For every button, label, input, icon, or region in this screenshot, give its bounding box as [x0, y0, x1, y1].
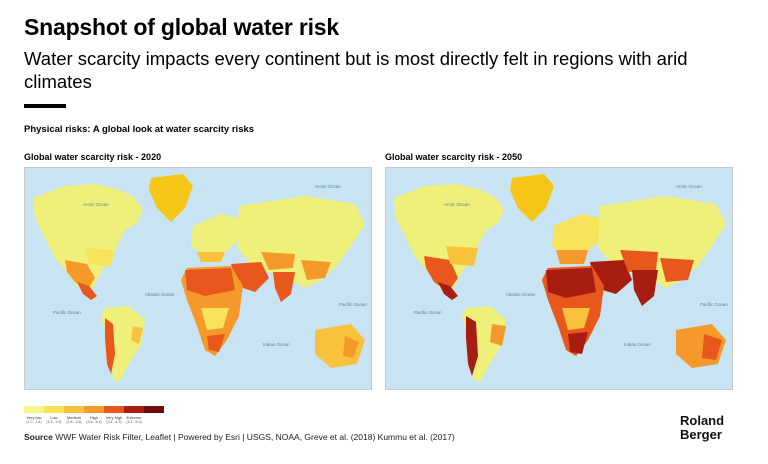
ocean-label: Pacific Ocean [339, 302, 367, 307]
legend-item: Very high (3.4 - 4.2) [104, 406, 124, 424]
legend-item: Very low (1.0 - 1.4) [24, 406, 44, 424]
map-2050[interactable]: Arctic Ocean Arctic Ocean Atlantic Ocean… [385, 167, 733, 390]
source-line: Source WWF Water Risk Filter, Leaflet | … [24, 432, 455, 442]
north-america [33, 184, 143, 294]
central-asia-risk [620, 250, 658, 272]
ocean-label: Arctic Ocean [315, 184, 341, 189]
legend-item: Extreme (4.2 - 5.0) [124, 406, 144, 424]
central-asia-risk [261, 252, 295, 270]
legend-item: Medium (1.8 - 2.6) [64, 406, 84, 424]
legend-range: (1.0 - 1.4) [26, 420, 42, 424]
legend-swatch [124, 406, 144, 413]
australia-east-risk [702, 334, 722, 360]
risk-legend: Very low (1.0 - 1.4) Low (1.4 - 1.8) Med… [24, 406, 164, 424]
ocean-label: Pacific Ocean [414, 310, 442, 315]
us-plains [446, 246, 478, 266]
ocean-label: Arctic Ocean [676, 184, 702, 189]
legend-range: (1.4 - 1.8) [46, 420, 62, 424]
legend-swatch [64, 406, 84, 413]
legend-label: Very high [105, 415, 123, 420]
legend-label: Medium [66, 415, 82, 420]
ocean-label: Atlantic Ocean [145, 292, 175, 297]
ocean-label: Atlantic Ocean [506, 292, 536, 297]
map-2020[interactable]: Arctic Ocean Arctic Ocean Atlantic Ocean… [24, 167, 372, 390]
sahara-risk [185, 268, 235, 296]
ocean-label: Pacific Ocean [700, 302, 728, 307]
legend-label: Very low [26, 415, 42, 420]
europe-south-risk [556, 250, 588, 264]
mexico-risk [438, 282, 458, 300]
south-africa-risk [568, 332, 588, 354]
legend-item: High (2.6 - 3.4) [84, 406, 104, 424]
legend-item: Low (1.4 - 1.8) [44, 406, 64, 424]
central-africa [562, 308, 590, 330]
source-text: WWF Water Risk Filter, Leaflet | Powered… [52, 432, 455, 442]
australia-east-risk [343, 336, 359, 358]
europe [191, 214, 245, 256]
legend-label: Low [50, 415, 58, 420]
sahara-risk [546, 268, 596, 298]
ocean-label: Indian Ocean [624, 342, 651, 347]
legend-range: (4.2 - 5.0) [126, 420, 142, 424]
ocean-label: Pacific Ocean [53, 310, 81, 315]
section-label: Physical risks: A global look at water s… [24, 124, 255, 135]
south-africa-risk [207, 334, 225, 352]
map-title-2020: Global water scarcity risk - 2020 [24, 152, 162, 162]
europe [552, 214, 606, 256]
greenland [149, 174, 193, 222]
india-risk [632, 270, 658, 306]
brazil-east-risk [490, 324, 506, 346]
greenland [510, 174, 554, 222]
legend-swatch [104, 406, 124, 413]
page-title: Snapshot of global water risk [24, 14, 339, 40]
us-plains [85, 248, 115, 266]
brand-line2: Berger [680, 427, 722, 442]
ocean-label: Indian Ocean [263, 342, 290, 347]
us-southwest-risk [424, 256, 458, 292]
ocean-label: Arctic Ocean [83, 202, 109, 207]
legend-range: (2.6 - 3.4) [86, 420, 102, 424]
china-risk [660, 258, 694, 282]
legend-swatch [84, 406, 104, 413]
legend-range: (1.8 - 2.6) [66, 420, 82, 424]
south-america-west-risk [466, 316, 478, 376]
south-america-west-risk [105, 318, 115, 374]
world-map-2020: Arctic Ocean Arctic Ocean Atlantic Ocean… [25, 168, 371, 389]
page-subtitle: Water scarcity impacts every continent b… [24, 48, 688, 92]
north-america [394, 184, 504, 294]
brand-logo: Roland Berger [680, 414, 724, 442]
mexico-risk [77, 282, 97, 300]
us-southwest-risk [65, 260, 95, 290]
legend-label: Extreme [126, 415, 142, 420]
legend-item [144, 406, 164, 424]
legend-swatch [144, 406, 164, 413]
world-map-2050: Arctic Ocean Arctic Ocean Atlantic Ocean… [386, 168, 732, 389]
europe-south-risk [197, 252, 225, 262]
legend-range: (3.4 - 4.2) [106, 420, 122, 424]
brazil-east-risk [131, 326, 143, 344]
legend-swatch [44, 406, 64, 413]
map-title-2050: Global water scarcity risk - 2050 [385, 152, 523, 162]
china-risk [301, 260, 331, 280]
title-rule [24, 104, 66, 108]
india-risk [273, 272, 295, 302]
source-label: Source [24, 432, 53, 442]
ocean-label: Arctic Ocean [444, 202, 470, 207]
legend-swatch [24, 406, 44, 413]
central-africa [201, 308, 229, 330]
brand-line1: Roland [680, 413, 725, 428]
legend-label: High [89, 415, 99, 420]
